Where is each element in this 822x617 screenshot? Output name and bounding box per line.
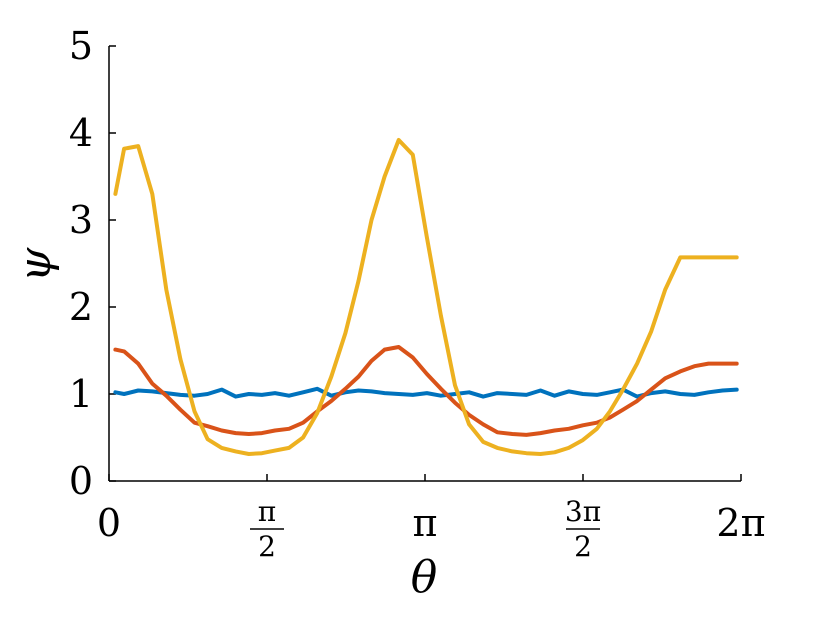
series-line-3 [113, 138, 739, 456]
series-line-1 [113, 386, 739, 399]
series-line-2 [113, 345, 739, 437]
axis-labels: θ ψ [10, 247, 437, 603]
y-tick-label: 0 [69, 459, 93, 503]
x-tick-label-denominator: 2 [574, 530, 592, 563]
x-tick-label-denominator: 2 [258, 530, 276, 563]
y-tick-label: 3 [69, 198, 93, 242]
y-axis-label: ψ [10, 247, 61, 282]
x-tick-label-numerator: 3π [565, 495, 601, 528]
y-tick-label: 5 [69, 24, 93, 68]
series-layer [113, 138, 739, 456]
x-axis-label: θ [411, 552, 438, 603]
y-tick-label: 2 [69, 285, 93, 329]
y-tick-label: 1 [69, 372, 93, 416]
x-tick-label: 0 [97, 501, 121, 545]
x-tick-label-numerator: π [258, 495, 276, 528]
x-tick-label: π [413, 501, 438, 545]
y-tick-label: 4 [69, 111, 93, 155]
x-tick-label: 2π [716, 501, 765, 545]
